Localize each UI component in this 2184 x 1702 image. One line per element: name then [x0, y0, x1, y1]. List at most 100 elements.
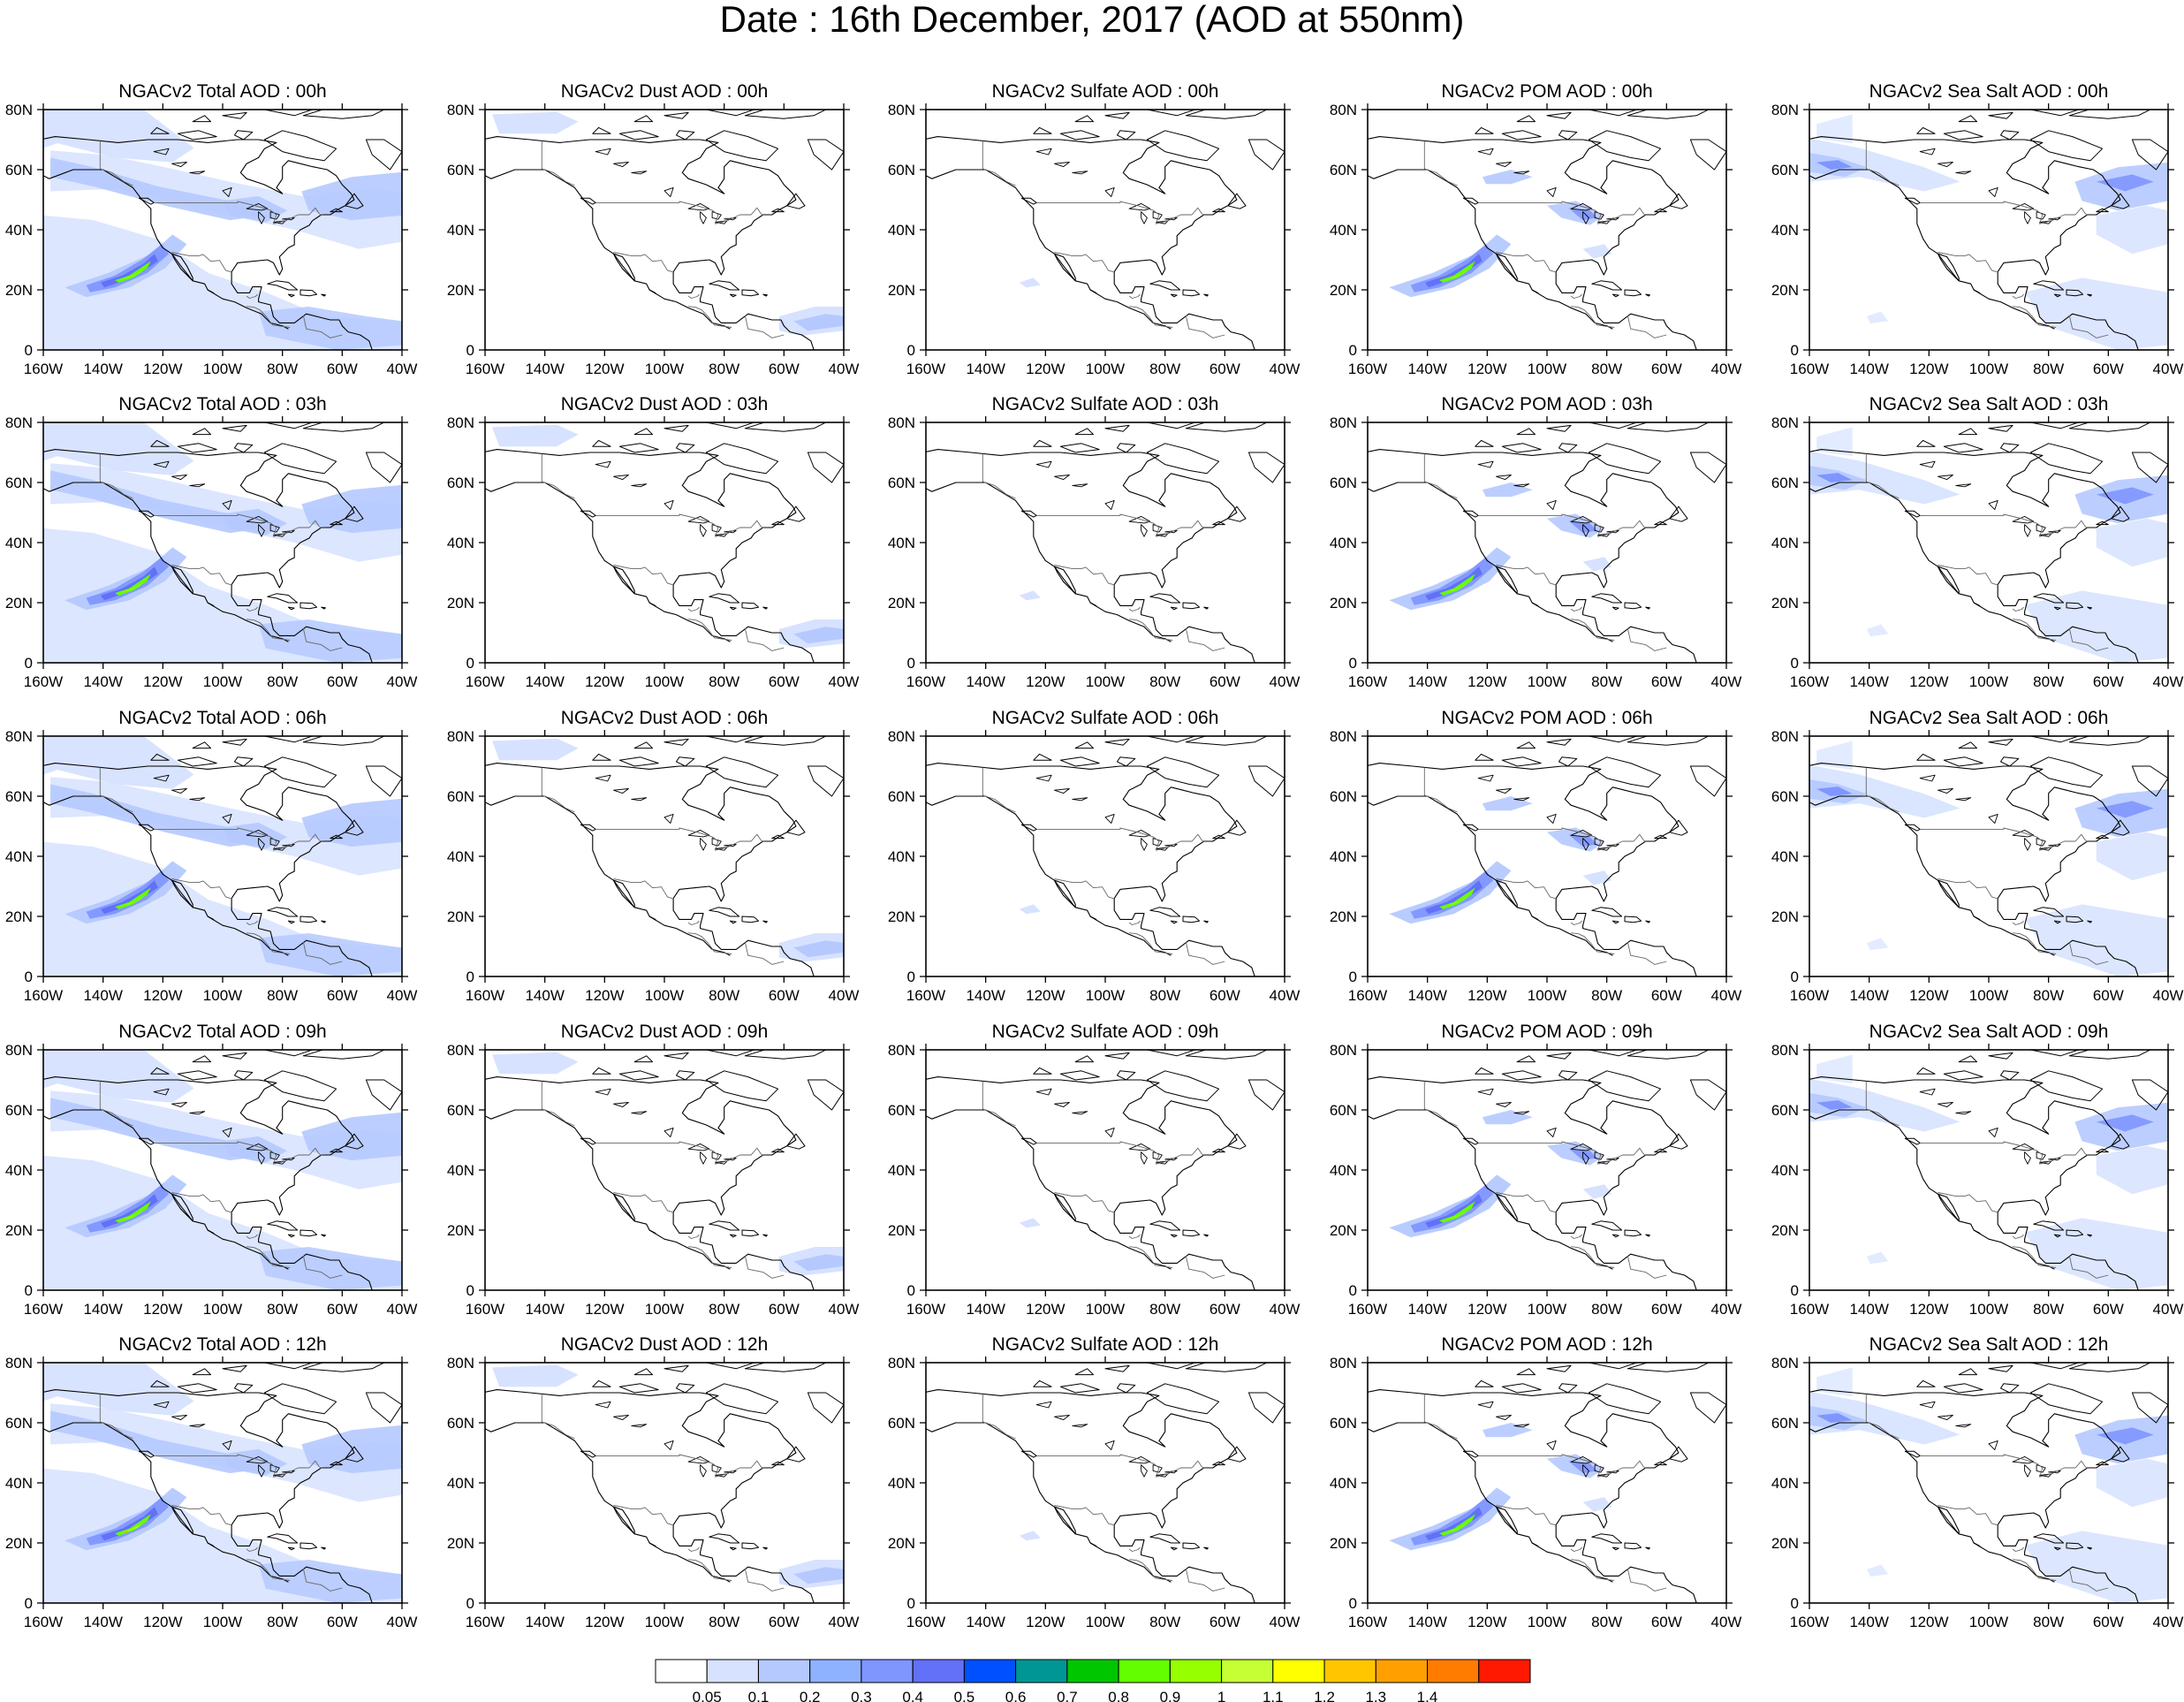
island-outline	[1170, 920, 1178, 924]
y-tick-label: 80N	[447, 728, 474, 745]
aod-contour-fill	[301, 1112, 402, 1161]
island-outline	[2000, 1383, 2020, 1394]
x-tick-label: 120W	[1026, 361, 1065, 377]
national-border	[1920, 201, 2088, 224]
island-outline	[807, 1392, 844, 1424]
island-outline	[263, 110, 315, 117]
national-border	[1496, 565, 1557, 586]
island-outline	[1627, 736, 1710, 746]
island-outline	[1059, 130, 1100, 141]
island-outline	[1501, 756, 1542, 767]
island-outline	[1943, 443, 1983, 453]
island-outline	[138, 510, 155, 518]
island-outline	[1059, 1383, 1100, 1394]
x-tick-label: 160W	[24, 1614, 63, 1630]
island-outline	[1020, 1450, 1037, 1458]
island-outline	[705, 756, 779, 788]
national-border	[1128, 1234, 1141, 1239]
lake-outline	[222, 1127, 232, 1138]
island-outline	[1074, 115, 1094, 123]
island-outline	[1689, 1392, 1726, 1424]
x-tick-label: 100W	[1969, 361, 2008, 377]
island-outline	[330, 520, 343, 526]
x-tick-label: 40W	[387, 361, 418, 377]
x-tick-label: 80W	[1591, 1301, 1622, 1318]
lake-outline	[1477, 1088, 1494, 1096]
aod-field	[43, 1363, 402, 1603]
island-outline	[267, 907, 299, 917]
colorbar-label: 0.6	[1005, 1689, 1027, 1702]
coastline	[926, 763, 1238, 902]
island-outline	[1611, 1546, 1619, 1551]
y-tick-label: 20N	[447, 595, 474, 612]
island-outline	[1588, 130, 1662, 162]
y-tick-label: 60N	[447, 1102, 474, 1119]
national-border	[99, 453, 133, 499]
panel-title: NGACv2 Sulfate AOD : 03h	[992, 394, 1219, 414]
national-border	[1627, 1568, 1667, 1592]
national-border	[1920, 827, 2088, 851]
island-outline	[2131, 139, 2168, 171]
coastline	[1937, 1506, 1960, 1535]
lake-outline	[631, 797, 648, 802]
island-outline	[1916, 439, 1936, 447]
lake-outline	[2048, 843, 2061, 847]
island-outline	[2096, 520, 2109, 526]
island-outline	[302, 1363, 385, 1372]
lake-outline	[1072, 171, 1088, 175]
lake-outline	[222, 813, 232, 824]
national-border	[2012, 920, 2024, 925]
lake-outline	[2048, 1470, 2061, 1474]
x-tick-label: 100W	[1086, 987, 1125, 1004]
national-border	[1128, 606, 1141, 612]
x-tick-label: 140W	[83, 673, 122, 690]
national-border	[541, 1394, 575, 1440]
island-outline	[1611, 606, 1619, 611]
island-outline	[1059, 443, 1100, 453]
lake-outline	[189, 1111, 206, 1115]
island-outline	[1654, 1461, 1667, 1466]
x-tick-label: 100W	[1528, 1614, 1566, 1630]
panel-title: NGACv2 POM AOD : 12h	[1441, 1334, 1652, 1355]
island-outline	[1104, 111, 1130, 119]
y-tick-label: 20N	[1330, 595, 1357, 612]
island-outline	[2066, 602, 2084, 610]
lake-outline	[2036, 524, 2046, 533]
national-border	[1129, 1246, 1173, 1268]
national-border	[302, 1255, 343, 1279]
aod-contour-fill	[1439, 1514, 1475, 1536]
national-border	[302, 941, 343, 965]
island-outline	[648, 1229, 656, 1234]
lake-outline	[1938, 1102, 1953, 1108]
island-outline	[1020, 824, 1037, 832]
national-border	[744, 1255, 785, 1279]
y-tick-label: 60N	[888, 162, 915, 179]
lake-outline	[1513, 1424, 1530, 1428]
y-tick-label: 20N	[888, 908, 915, 925]
lake-outline	[1152, 1151, 1163, 1160]
x-tick-label: 40W	[2153, 673, 2184, 690]
national-border	[1128, 293, 1141, 299]
island-outline	[1988, 1052, 2013, 1060]
island-outline	[807, 1079, 844, 1111]
y-tick-label: 20N	[5, 1222, 33, 1239]
coastline	[926, 1422, 1172, 1583]
colorbar-swatch	[1169, 1659, 1223, 1683]
island-outline	[192, 1368, 211, 1376]
aod-contour-fill	[1816, 160, 1853, 170]
island-outline	[2111, 819, 2130, 836]
island-outline	[1475, 439, 1494, 447]
lake-outline	[222, 499, 232, 511]
lake-outline	[1513, 797, 1530, 802]
island-outline	[1501, 1383, 1542, 1394]
island-outline	[1182, 602, 1201, 610]
coastline	[231, 1524, 373, 1603]
island-outline	[330, 1461, 343, 1466]
island-outline	[1020, 510, 1037, 518]
lake-outline	[258, 1464, 265, 1478]
coastline	[1555, 1524, 1697, 1603]
island-outline	[580, 824, 596, 832]
island-outline	[1089, 1542, 1097, 1546]
x-tick-label: 140W	[1849, 361, 1888, 377]
y-tick-label: 60N	[1771, 1415, 1799, 1432]
